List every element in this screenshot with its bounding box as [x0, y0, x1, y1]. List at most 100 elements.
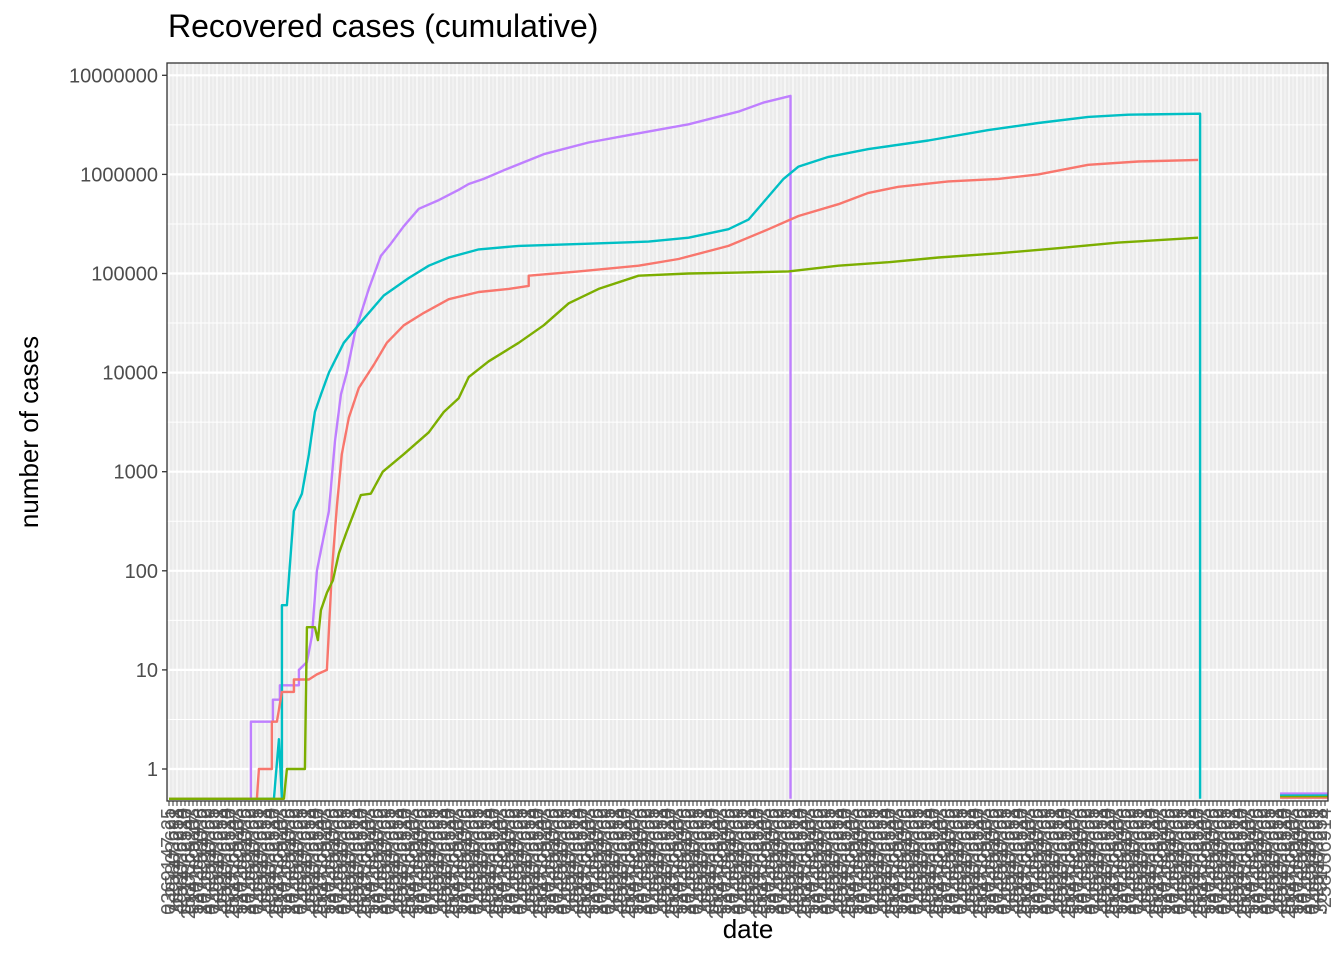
x-tick-mark-label: 47-2580369	[902, 808, 924, 915]
x-tick-mark-label: 80369147-2	[414, 808, 436, 915]
x-tick-mark-label: 9147-25803	[710, 808, 732, 915]
x-tick-mark-label: 580369147-	[538, 808, 560, 915]
series-line-3	[169, 158, 1199, 800]
x-tick-mark-label: -258036914	[1094, 808, 1116, 915]
x-tick-mark-label: 80369147-2	[1118, 808, 1140, 915]
x-tick-mark-label: -258036914	[1226, 808, 1248, 915]
x-tick-mark-label: 0369147-25	[1038, 808, 1060, 915]
x-tick-mark-label: 80369147-2	[590, 808, 612, 915]
x-tick-mark-label: 369147-258	[562, 808, 584, 915]
x-tick-mark-label: 369147-258	[1222, 808, 1244, 915]
x-tick-mark-label: 0369147-25	[598, 808, 620, 915]
x-tick-mark-label: -258036914	[610, 808, 632, 915]
x-tick-mark-label: 580369147-	[274, 808, 296, 915]
x-tick-mark-label: 369147-258	[430, 808, 452, 915]
x-tick-mark-label: 0369147-25	[862, 808, 884, 915]
y-grid	[167, 74, 1328, 771]
x-tick-mark-label: 7-25803691	[294, 808, 316, 915]
x-tick-mark-label: 580369147-	[1066, 808, 1088, 915]
x-tick-mark-label: 9147-25803	[490, 808, 512, 915]
x-tick-mark-label: 7-25803691	[690, 808, 712, 915]
x-tick-mark-label: 9147-25803	[358, 808, 380, 915]
x-tick-mark-label: 69147-2580	[438, 808, 460, 915]
x-tick-mark-label: 147-258036	[1290, 808, 1312, 915]
x-tick-mark-label: 580369147-	[846, 808, 868, 915]
x-tick-mark-label: 580369147-	[582, 808, 604, 915]
x-tick-mark-label: -258036914	[654, 808, 676, 915]
x-tick-mark-label: 69147-2580	[878, 808, 900, 915]
x-tick-mark-label: 7-25803691	[602, 808, 624, 915]
x-tick-mark-label: 0369147-25	[510, 808, 532, 915]
x-tick-mark-label: 69147-2580	[350, 808, 372, 915]
x-tick-mark-label: 7-25803691	[954, 808, 976, 915]
x-tick-mark-label: 80369147-2	[1206, 808, 1228, 915]
x-tick-mark-label: 2580369147	[618, 808, 640, 919]
x-tick-mark-label: 80369147-2	[458, 808, 480, 915]
x-tick-mark-label: 2580369147	[882, 808, 904, 919]
x-tick-mark-label: 147-258036	[938, 808, 960, 915]
x-tick-mark-label: 7-25803691	[162, 808, 184, 915]
x-tick-mark-label: 7-25803691	[426, 808, 448, 915]
x-tick-mark-label: 69147-2580	[746, 808, 768, 915]
x-tick-mark-label: 0369147-25	[1258, 808, 1280, 915]
x-tick-mark-label: 7-25803691	[470, 808, 492, 915]
x-tick-mark-label: 2580369147	[750, 808, 772, 919]
x-tick-mark-label: 580369147-	[230, 808, 252, 915]
y-tick-label: 10	[136, 660, 158, 682]
x-tick-mark-label: 80369147-2	[810, 808, 832, 915]
chart-title: Recovered cases (cumulative)	[168, 8, 599, 44]
series-group	[169, 94, 1328, 800]
x-tick-mark-label: 9147-25803	[798, 808, 820, 915]
x-tick-mark-label: 0369147-25	[994, 808, 1016, 915]
x-tick-mark-label: 9147-25803	[226, 808, 248, 915]
x-tick-mark-label: 9147-25803	[1194, 808, 1216, 915]
x-tick-mark-label: 9147-25803	[446, 808, 468, 915]
x-tick-mark-label: 47-2580369	[858, 808, 880, 915]
y-axis: 1 10 100 1000 10000 100000 1000000 10000000	[69, 65, 167, 781]
x-tick-mark-label: 80369147-2	[238, 808, 260, 915]
x-tick-mark-label: 9147-25803	[314, 808, 336, 915]
x-axis: 0369147-257-25803691369147-258-258036914…	[158, 801, 1336, 919]
x-tick-mark-label: 147-258036	[982, 808, 1004, 915]
x-tick-mark-label: -258036914	[390, 808, 412, 915]
x-tick-mark-label: 80369147-2	[1030, 808, 1052, 915]
x-tick-mark-label: 47-2580369	[374, 808, 396, 915]
x-tick-mark-label: 580369147-	[714, 808, 736, 915]
x-tick-mark-label: 369147-258	[1266, 808, 1288, 915]
series-line-2	[169, 112, 1202, 800]
x-tick-mark-label: 580369147-	[450, 808, 472, 915]
x-tick-mark-label: 7-25803691	[1086, 808, 1108, 915]
x-tick-mark-label: 369147-258	[606, 808, 628, 915]
x-tick-mark-label: 47-2580369	[946, 808, 968, 915]
x-tick-mark-label: -258036914	[1050, 808, 1072, 915]
x-tick-mark-label: 47-2580369	[1078, 808, 1100, 915]
x-tick-mark-label: 69147-2580	[614, 808, 636, 915]
x-tick-mark-label: 7-25803691	[998, 808, 1020, 915]
x-tick-mark-label: 69147-2580	[1274, 808, 1296, 915]
x-tick-mark-label: 147-258036	[1070, 808, 1092, 915]
x-tick-mark-label: 47-2580369	[990, 808, 1012, 915]
x-tick-mark-label: 47-2580369	[550, 808, 572, 915]
x-tick-mark-label: 2580369147	[794, 808, 816, 919]
x-tick-mark-label: 69147-2580	[966, 808, 988, 915]
x-tick-mark-label: 580369147-	[318, 808, 340, 915]
x-tick-mark-label: 9147-25803	[622, 808, 644, 915]
x-tick-mark-label: 7-25803691	[206, 808, 228, 915]
x-tick-mark-label: 147-258036	[410, 808, 432, 915]
x-tick-mark-label: 0369147-25	[202, 808, 224, 915]
x-tick-mark-label: -258036914	[214, 808, 236, 915]
x-tick-mark-label: -258036914	[1270, 808, 1292, 915]
x-tick-mark-label: 0369147-25	[1170, 808, 1192, 915]
y-axis-title: number of cases	[14, 336, 44, 528]
x-tick-mark-label: 47-2580369	[330, 808, 352, 915]
x-tick-mark-label: 2580369147	[1190, 808, 1212, 919]
x-tick-mark-label: 7-25803691	[822, 808, 844, 915]
x-tick-mark-label: 2580369147	[574, 808, 596, 919]
x-tick-mark-label: 369147-258	[254, 808, 276, 915]
x-tick-mark-label: 7-25803691	[382, 808, 404, 915]
x-tick-mark-label: 2580369147	[706, 808, 728, 919]
x-tick-mark-label: 580369147-	[670, 808, 692, 915]
x-tick-mark-label: 580369147-	[1242, 808, 1264, 915]
x-tick-mark-label: 147-258036	[894, 808, 916, 915]
x-tick-mark-label: 2580369147	[530, 808, 552, 919]
